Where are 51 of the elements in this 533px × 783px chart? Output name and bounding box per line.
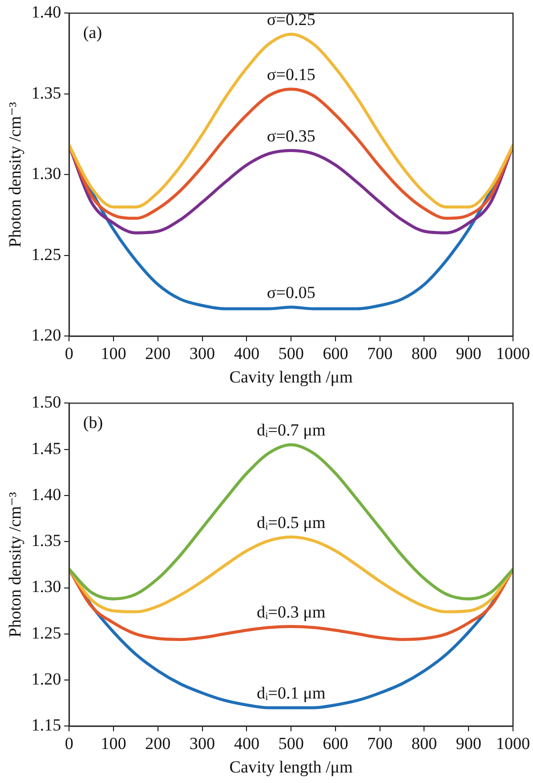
x-tick-label: 600 [322,344,348,363]
y-tick-label: 1.35 [31,531,62,550]
x-tick-label: 300 [190,344,216,363]
series-label: σ=0.25 [266,10,316,30]
y-tick-label: 1.45 [31,438,62,458]
y-tick-label: 1.25 [31,623,62,642]
y-tick-label: 1.40 [31,484,62,504]
y-tick-label: 1.20 [31,670,62,689]
x-tick-label: 100 [100,734,126,753]
y-tick-label: 1.35 [31,83,62,102]
series-label: σ=0.15 [266,65,316,84]
series-label: dᵢ=0.5 μm [256,512,326,532]
x-tick-label: 200 [145,734,171,753]
y-axis-title: Photon density /cm⁻³ [6,492,25,638]
x-axis-title: Cavity length /μm [229,757,353,776]
x-tick-label: 0 [64,734,74,753]
y-tick-label: 1.25 [31,244,62,264]
x-tick-label: 600 [322,734,348,753]
x-tick-label: 900 [456,734,482,753]
series-label: σ=0.35 [266,126,316,146]
series-label: dᵢ=0.7 μm [256,420,326,440]
x-tick-label: 500 [278,734,304,753]
x-tick-label: 1000 [496,344,530,363]
x-tick-label: 800 [411,344,437,363]
series-label: dᵢ=0.1 μm [256,684,326,703]
x-tick-label: 700 [367,734,393,753]
line-series [69,88,513,220]
y-axis-title: Photon density /cm⁻³ [6,102,25,248]
line-series [69,443,513,600]
x-tick-label: 800 [411,734,437,753]
x-tick-label: 300 [190,734,216,753]
x-tick-label: 400 [234,344,260,363]
x-axis-title: Cavity length /μm [229,367,353,386]
x-tick-label: 0 [64,344,74,363]
x-tick-label: 1000 [496,734,530,753]
y-tick-label: 1.40 [31,2,62,22]
y-tick-label: 1.50 [31,392,62,412]
series-label: dᵢ=0.3 μm [256,602,326,622]
x-tick-label: 100 [100,344,126,363]
y-tick-label: 1.15 [31,716,62,735]
y-tick-label: 1.20 [31,326,62,345]
x-tick-label: 200 [145,344,171,363]
series-label: σ=0.05 [266,283,316,302]
annotation: (b) [83,413,103,432]
x-tick-label: 700 [367,344,393,363]
x-tick-label: 400 [234,734,260,753]
x-tick-label: 900 [456,344,482,363]
y-tick-label: 1.30 [31,577,62,596]
x-tick-label: 500 [278,344,304,363]
y-tick-label: 1.30 [31,164,62,184]
annotation: (a) [83,23,102,42]
